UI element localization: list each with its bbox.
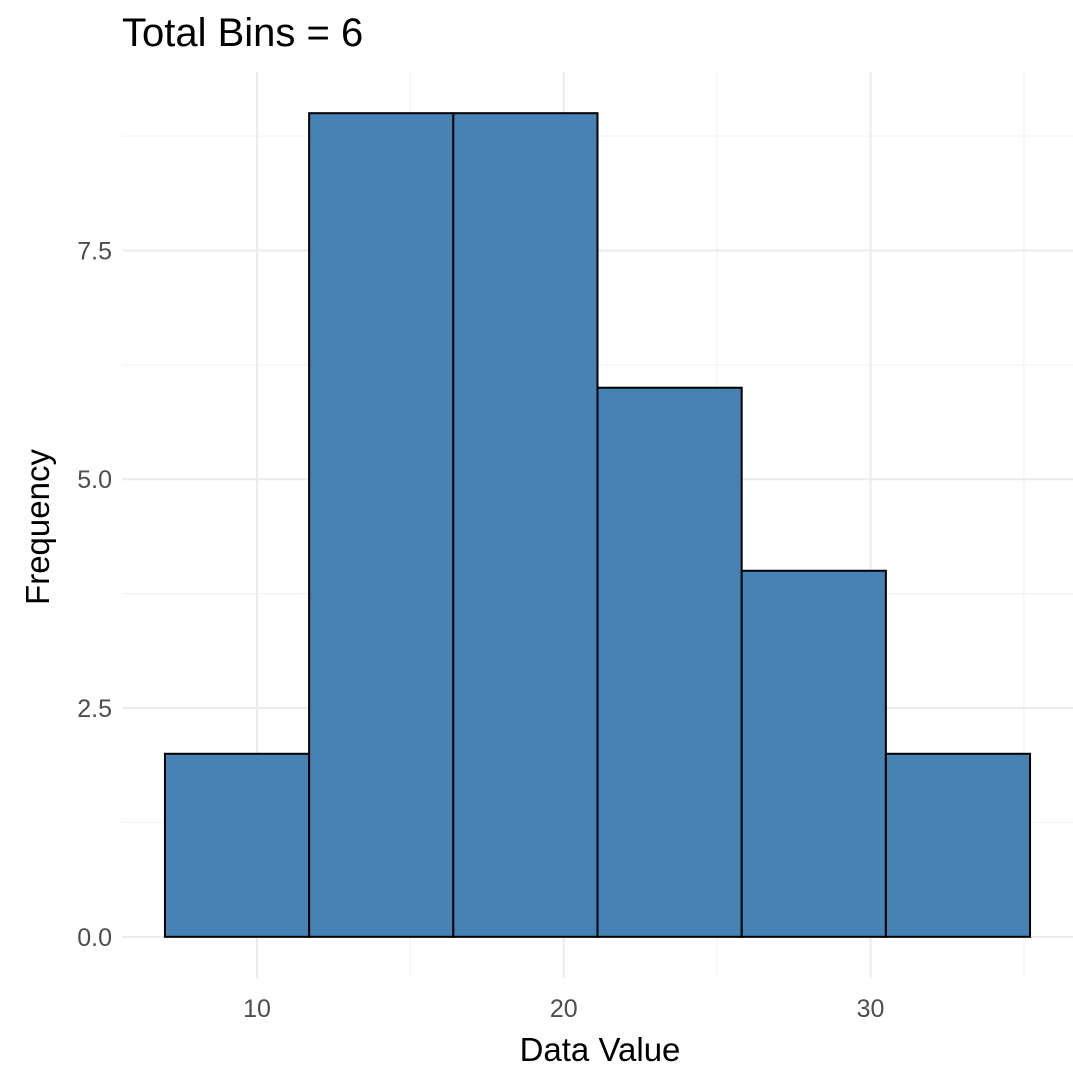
histogram-bar-4 bbox=[596, 386, 743, 938]
y-tick-label: 2.5 bbox=[77, 695, 112, 723]
x-tick-label: 30 bbox=[857, 995, 885, 1023]
histogram-bar-2 bbox=[308, 112, 455, 938]
y-tick-label: 0.0 bbox=[77, 924, 112, 952]
x-axis-ticks: 10 20 30 bbox=[243, 995, 884, 1023]
x-tick-label: 10 bbox=[243, 995, 271, 1023]
x-tick-label: 20 bbox=[550, 995, 578, 1023]
histogram-bar-3 bbox=[452, 112, 599, 938]
histogram-bar-1 bbox=[163, 752, 311, 938]
y-axis-ticks: 0.0 2.5 5.0 7.5 bbox=[77, 237, 112, 951]
y-tick-label: 5.0 bbox=[77, 466, 112, 494]
y-axis-label: Frequency bbox=[19, 449, 56, 605]
y-tick-label: 7.5 bbox=[77, 237, 112, 265]
chart-title: Total Bins = 6 bbox=[122, 11, 363, 55]
x-axis-label: Data Value bbox=[520, 1031, 681, 1068]
histogram-bar-5 bbox=[740, 569, 887, 938]
histogram-bar-6 bbox=[884, 752, 1032, 938]
bars bbox=[163, 112, 1032, 938]
